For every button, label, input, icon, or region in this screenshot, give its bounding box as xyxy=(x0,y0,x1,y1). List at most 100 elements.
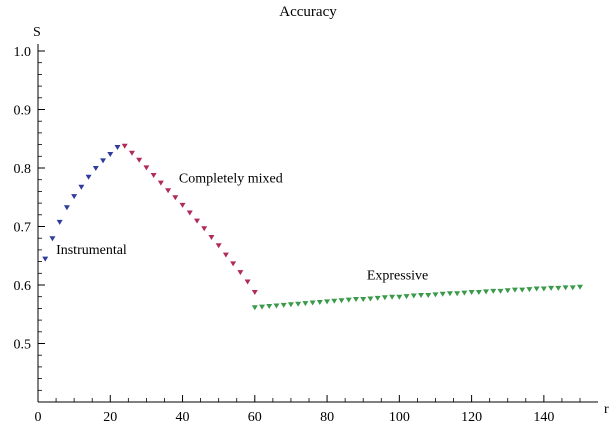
data-point xyxy=(555,285,562,291)
y-tick-label: 1.0 xyxy=(14,45,32,60)
data-point xyxy=(548,285,555,291)
annotation-label: Completely mixed xyxy=(179,172,283,187)
data-point xyxy=(244,279,251,285)
data-point xyxy=(331,298,338,304)
data-point xyxy=(410,293,417,299)
data-point xyxy=(128,150,135,156)
x-tick-label: 0 xyxy=(35,410,42,425)
data-point xyxy=(150,173,157,179)
data-point xyxy=(186,210,193,216)
data-point xyxy=(71,194,78,200)
data-point xyxy=(114,144,121,150)
data-point xyxy=(533,286,540,292)
data-point xyxy=(425,292,432,298)
data-point xyxy=(439,291,446,297)
data-point xyxy=(121,143,128,149)
x-tick-label: 40 xyxy=(176,410,190,425)
annotations: Instrumental Completely mixed Expressive xyxy=(56,172,428,284)
data-point xyxy=(78,184,85,190)
data-point xyxy=(201,226,208,232)
data-point xyxy=(446,291,453,297)
data-point xyxy=(569,285,576,291)
data-point xyxy=(56,219,63,225)
chart-title: Accuracy xyxy=(279,4,337,20)
annotation-label: Instrumental xyxy=(56,243,127,258)
data-point xyxy=(381,295,388,301)
x-tick-label: 80 xyxy=(320,410,334,425)
data-point xyxy=(403,294,410,300)
y-tick-label: 0.7 xyxy=(14,221,32,236)
data-point xyxy=(389,294,396,300)
data-point xyxy=(418,292,425,298)
y-tick-label: 0.5 xyxy=(14,338,32,353)
data-point xyxy=(193,218,200,224)
x-axis-label: r xyxy=(604,402,609,417)
data-point xyxy=(519,287,526,293)
data-point xyxy=(345,297,352,303)
data-point xyxy=(396,294,403,300)
data-point xyxy=(136,157,143,163)
data-point xyxy=(251,305,258,311)
data-point xyxy=(338,298,345,304)
data-point xyxy=(143,165,150,171)
y-tick-label: 0.6 xyxy=(14,279,32,294)
y-ticks: 0.5 0.6 0.7 0.8 0.9 1.0 xyxy=(14,45,45,403)
data-point xyxy=(562,285,569,291)
data-point xyxy=(302,301,309,307)
data-point xyxy=(215,243,222,249)
data-point xyxy=(504,288,511,294)
data-point xyxy=(165,188,172,194)
data-point xyxy=(374,295,381,301)
data-points xyxy=(42,143,583,311)
data-point xyxy=(454,291,461,297)
data-point xyxy=(287,302,294,308)
data-point xyxy=(360,297,367,303)
data-point xyxy=(42,256,49,262)
x-tick-label: 60 xyxy=(248,410,262,425)
data-point xyxy=(100,158,107,164)
data-point xyxy=(497,288,504,294)
data-point xyxy=(273,303,280,309)
data-point xyxy=(157,180,164,186)
data-point xyxy=(461,290,468,296)
data-point xyxy=(208,235,215,241)
data-point xyxy=(324,299,331,305)
axes xyxy=(37,44,598,403)
data-point xyxy=(49,236,56,242)
data-point xyxy=(179,202,186,208)
data-point xyxy=(259,304,266,310)
data-point xyxy=(432,292,439,298)
data-point xyxy=(490,288,497,294)
x-tick-label: 100 xyxy=(389,410,410,425)
data-point xyxy=(280,302,287,308)
data-point xyxy=(468,290,475,296)
data-point xyxy=(367,296,374,302)
data-point xyxy=(295,301,302,307)
data-point xyxy=(526,287,533,293)
data-point xyxy=(511,287,518,293)
x-tick-label: 20 xyxy=(103,410,117,425)
data-point xyxy=(475,290,482,296)
data-point xyxy=(483,289,490,295)
data-point xyxy=(540,286,547,292)
annotation-label: Expressive xyxy=(367,269,428,284)
data-point xyxy=(107,151,114,157)
data-point xyxy=(230,261,237,267)
x-tick-label: 120 xyxy=(461,410,482,425)
data-point xyxy=(309,300,316,306)
data-point xyxy=(237,270,244,276)
data-point xyxy=(316,299,323,305)
data-point xyxy=(172,195,179,201)
y-axis-label: S xyxy=(33,25,41,40)
data-point xyxy=(352,297,359,303)
data-point xyxy=(577,284,583,290)
data-point xyxy=(266,304,273,310)
data-point xyxy=(92,166,99,171)
y-tick-label: 0.9 xyxy=(14,104,32,119)
data-point xyxy=(222,252,229,258)
data-point xyxy=(63,205,70,211)
data-point xyxy=(85,174,92,180)
x-tick-label: 140 xyxy=(533,410,554,425)
